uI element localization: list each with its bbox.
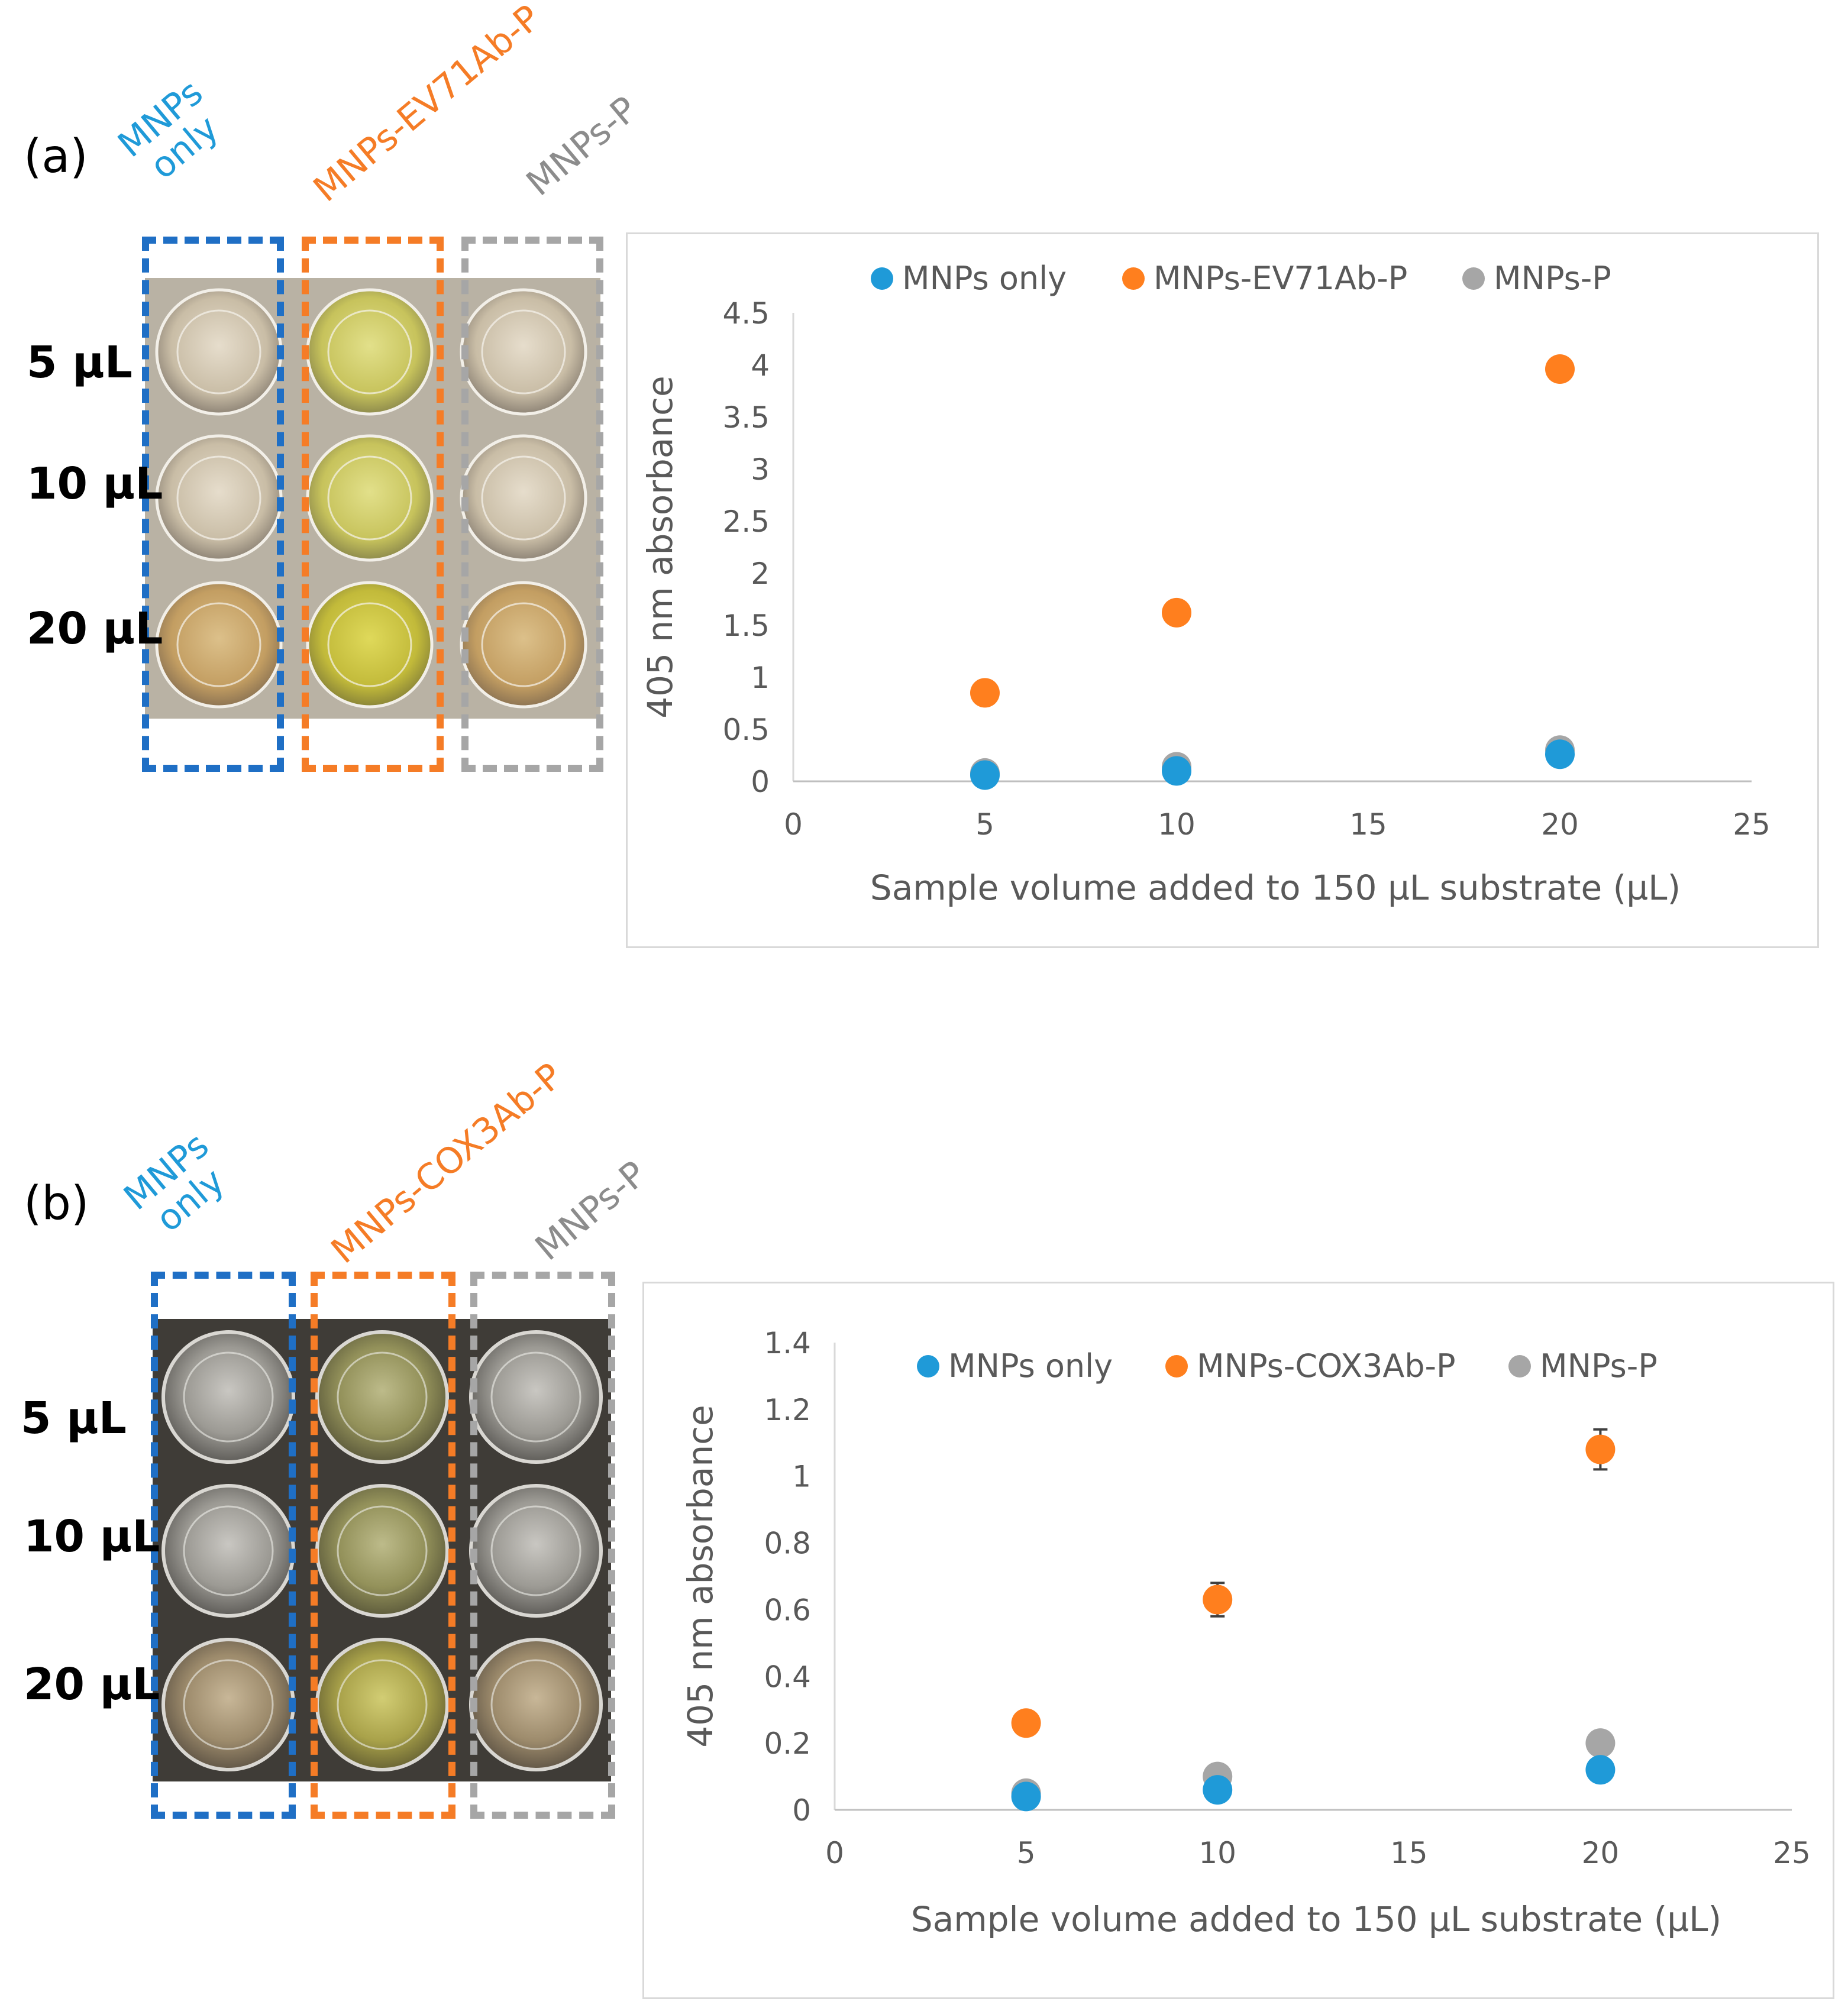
x-axis-title: Sample volume added to 150 µL substrate …: [911, 1899, 1721, 1939]
panel-a-col-label-mnps-only: MNPs only: [110, 72, 234, 193]
data-point: [1203, 1585, 1233, 1615]
legend-marker: [1122, 267, 1145, 290]
panel-b-col-label-mnps-p: MNPs-P: [527, 1153, 655, 1269]
x-tick-label: 15: [1390, 1836, 1428, 1870]
y-axis-title: 405 nm absorbance: [680, 1405, 721, 1747]
panel-a-chart-frame: 0 0.5 1 1.5 2 2.5 3 3.5 4 4.5 0 5 10 15 20 25 Sample vol…: [626, 232, 1819, 948]
y-tick-label: 1.4: [764, 1326, 811, 1360]
panel-b-chart-frame: 0 0.2 0.4 0.6 0.8 1 1.2 1.4 0 5 10 15 20 25 Sample vol…: [642, 1282, 1834, 1999]
data-point: [970, 760, 1000, 790]
y-tick-label: 0.4: [764, 1660, 811, 1694]
data-point: [1162, 597, 1191, 628]
panel-a-letter: (a): [24, 130, 88, 183]
legend-marker: [1165, 1355, 1188, 1378]
y-tick-label: 3: [751, 452, 770, 487]
legend-label: MNPs-P: [1494, 260, 1611, 297]
y-tick-label: 3.5: [722, 400, 770, 435]
x-tick-label: 20: [1582, 1836, 1620, 1870]
y-tick-label: 0.5: [722, 713, 770, 747]
panel-a-row-label-5: 5 µL: [27, 337, 133, 388]
legend-marker: [1462, 267, 1485, 290]
y-tick-label: 0: [792, 1793, 811, 1828]
data-point: [1203, 1775, 1233, 1805]
y-tick-label: 2.5: [722, 505, 770, 539]
panel-b-well-plate-photo: [153, 1319, 611, 1781]
y-tick-label: 0.6: [764, 1593, 811, 1627]
panel-b-row-label-20: 20 µL: [24, 1659, 160, 1710]
data-point: [1585, 1755, 1616, 1785]
panel-b-letter: (b): [24, 1177, 89, 1230]
x-tick-label: 10: [1158, 807, 1196, 842]
y-tick-label: 2: [751, 557, 770, 591]
y-tick-label: 0.2: [764, 1726, 811, 1761]
y-tick-label: 4.5: [722, 296, 770, 331]
data-point: [1011, 1708, 1041, 1738]
y-tick-label: 0: [751, 765, 770, 799]
y-tick-label: 4: [751, 348, 770, 383]
x-tick-label: 25: [1773, 1836, 1811, 1870]
data-point: [1545, 354, 1575, 384]
panel-b-box-mnps-p: [470, 1272, 615, 1819]
x-tick-label: 10: [1198, 1836, 1236, 1870]
panel-a-row-label-10: 10 µL: [27, 458, 163, 509]
panel-a-row-label-20: 20 µL: [27, 603, 163, 654]
x-tick-label: 5: [1017, 1836, 1036, 1870]
y-tick-label: 1.5: [722, 609, 770, 643]
panel-b-box-mnps-only: [151, 1272, 296, 1819]
data-point: [1011, 1781, 1041, 1812]
legend-marker: [871, 267, 893, 290]
legend-label: MNPs-P: [1540, 1347, 1658, 1385]
y-tick-label: 1: [751, 661, 770, 695]
panel-a-box-ev71: [302, 237, 444, 772]
legend-label: MNPs only: [902, 260, 1067, 297]
x-tick-label: 5: [975, 807, 994, 842]
panel-a-col-label-mnps-p: MNPs-P: [518, 88, 646, 205]
x-axis-title: Sample volume added to 150 µL substrate …: [870, 868, 1681, 908]
data-point: [1545, 739, 1575, 769]
y-tick-label: 1: [792, 1460, 811, 1494]
panel-b-row-label-10: 10 µL: [24, 1511, 160, 1562]
panel-a-box-mnps-only: [142, 237, 284, 772]
panel-a-box-mnps-p: [461, 237, 603, 772]
panel-b-row-label-5: 5 µL: [21, 1393, 127, 1444]
data-point: [970, 678, 1000, 708]
panel-b-chart: 0 0.2 0.4 0.6 0.8 1 1.2 1.4 0 5 10 15 20 25 Sample vol…: [680, 1326, 1811, 1939]
data-point: [1585, 1434, 1616, 1464]
legend-label: MNPs-COX3Ab-P: [1197, 1347, 1456, 1385]
legend-label: MNPs-EV71Ab-P: [1154, 260, 1407, 297]
data-point: [1585, 1728, 1616, 1758]
x-tick-label: 25: [1733, 807, 1771, 842]
y-tick-label: 0.8: [764, 1527, 811, 1561]
data-point: [1162, 756, 1191, 786]
legend-marker: [917, 1355, 939, 1378]
panel-a-chart: 0 0.5 1 1.5 2 2.5 3 3.5 4 4.5 0 5 10 15 20 25 Sample vol…: [640, 260, 1771, 908]
x-tick-label: 15: [1349, 807, 1387, 842]
legend-label: MNPs only: [948, 1347, 1113, 1385]
x-tick-label: 0: [825, 1836, 844, 1870]
panel-b-box-cox3: [311, 1272, 455, 1819]
panel-b-col-label-mnps-only: MNPs only: [116, 1125, 240, 1246]
x-tick-label: 0: [784, 807, 803, 842]
y-tick-label: 1.2: [764, 1393, 811, 1427]
legend-marker: [1508, 1355, 1531, 1378]
x-tick-label: 20: [1541, 807, 1579, 842]
y-axis-title: 405 nm absorbance: [640, 376, 680, 718]
panel-a-col-label-ev71: MNPs-EV71Ab-P: [305, 0, 549, 211]
